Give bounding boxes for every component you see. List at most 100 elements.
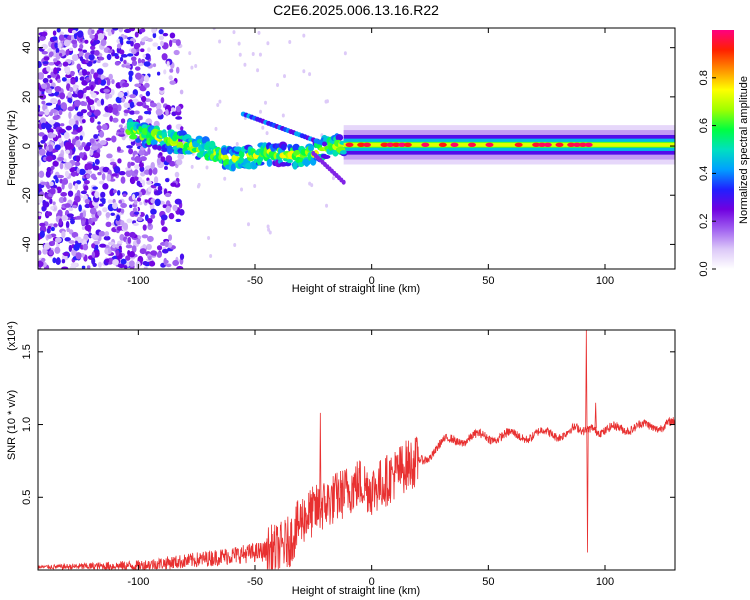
spectrogram-cell: [147, 107, 152, 112]
spectrogram-cell: [47, 74, 52, 79]
spectrogram-cell: [63, 252, 70, 257]
spectrogram-cell: [150, 139, 158, 146]
spectrogram-cell: [150, 198, 156, 204]
spectrogram-peak: [392, 142, 401, 148]
spectrogram-cell: [267, 227, 271, 232]
spectrogram-cell: [136, 238, 141, 245]
spectrogram-cell: [85, 77, 90, 82]
spectrogram-cell: [56, 78, 61, 83]
spectrogram-y-ticks: -40 -20 0 20 40: [21, 42, 675, 252]
spectrogram-cell: [66, 227, 70, 233]
snr-x-tick-label: 100: [596, 576, 614, 588]
spectrogram-cell: [131, 60, 138, 67]
spectrogram-y-tick-label: 0: [21, 143, 33, 149]
spectrogram-cell: [126, 53, 134, 57]
spectrogram-cell: [75, 215, 83, 220]
spectrogram-cell: [63, 196, 67, 203]
spectrogram-cell: [91, 29, 95, 35]
spectrogram-cell: [111, 173, 118, 177]
spectrogram-cell: [38, 170, 45, 178]
spectrogram-cell: [82, 243, 89, 251]
spectrogram-cell: [126, 261, 130, 267]
spectrogram-cell: [98, 203, 104, 207]
spectrogram-cell: [42, 201, 50, 208]
spectrogram-cell: [87, 28, 94, 36]
spectrogram-cell: [81, 68, 88, 76]
spectrogram-cell: [100, 39, 107, 47]
spectrogram-cell: [58, 196, 65, 204]
spectrogram-cell: [124, 231, 131, 237]
spectrogram-cell: [49, 79, 53, 84]
spectrogram-cell: [140, 171, 146, 177]
spectrogram-cell: [119, 56, 124, 62]
spectrogram-cell: [256, 68, 260, 73]
spectrogram-cell: [104, 231, 110, 237]
spectrogram-cell: [52, 257, 57, 264]
spectrogram-cell: [139, 248, 147, 255]
spectrogram-cell: [86, 111, 92, 116]
colorbar-ticks: 0.0 0.2 0.4 0.6 0.8: [698, 70, 716, 277]
colorbar-tick-label: 0.0: [698, 261, 710, 276]
spectrogram-cell: [106, 78, 111, 86]
spectrogram-cell: [79, 43, 84, 50]
spectrogram-cell: [120, 118, 126, 124]
spectrogram-cell: [146, 38, 153, 42]
spectrogram-cell: [74, 75, 79, 83]
spectrogram-cell: [205, 165, 209, 170]
spectrogram-cell: [41, 31, 48, 37]
spectrogram-cell: [93, 109, 101, 117]
spectrogram-cell: [331, 176, 335, 181]
spectrogram-cell: [49, 51, 54, 57]
snr-scale-label: (x10⁴): [6, 321, 18, 351]
spectrogram-cell: [134, 83, 142, 88]
spectrogram-cell: [73, 99, 81, 107]
spectrogram-cell: [90, 105, 95, 111]
spectrogram-cell: [134, 191, 140, 197]
spectrogram-cell: [47, 62, 55, 66]
spectrogram-cell: [80, 190, 87, 195]
spectrogram-cell: [107, 49, 113, 54]
spectrogram-cell: [89, 90, 94, 95]
spectrogram-cell: [67, 91, 73, 98]
spectrogram-cell: [50, 206, 54, 210]
spectrogram-cell: [108, 73, 113, 81]
spectrogram-cell: [98, 180, 105, 185]
spectrogram-cell: [157, 190, 163, 195]
snr-y-tick-label: 1.5: [21, 344, 33, 359]
spectrogram-peak: [573, 142, 581, 148]
spectrogram-cell: [38, 260, 44, 268]
spectrogram-cell: [169, 80, 176, 85]
spectrogram-cell: [40, 117, 47, 125]
spectrogram-cell: [134, 66, 141, 71]
spectrogram-cell: [116, 43, 122, 49]
spectrogram-cell: [91, 251, 96, 258]
spectrogram-cell: [134, 164, 140, 170]
spectrogram-cell: [78, 204, 82, 212]
spectrogram-cell: [45, 102, 53, 106]
spectrogram-cell: [46, 66, 51, 72]
spectrogram-cell: [96, 59, 101, 64]
spectrogram-cell: [160, 156, 166, 163]
spectrogram-cell: [129, 134, 138, 140]
spectrogram-cell: [127, 236, 132, 244]
spectrogram-cell: [103, 88, 110, 93]
spectrogram-peak: [584, 142, 593, 148]
spectrogram-cell: [38, 104, 41, 110]
spectrogram-ylabel: Frequency (Hz): [6, 110, 18, 186]
spectrogram-cell: [170, 182, 177, 187]
spectrogram-cell: [133, 199, 138, 205]
spectrogram-cell: [109, 115, 114, 122]
colorbar-tick-label: 0.8: [698, 70, 710, 85]
spectrogram-cell: [41, 206, 47, 212]
spectrogram-cell: [88, 54, 95, 61]
spectrogram-cell: [61, 258, 66, 264]
spectrogram-cell: [261, 125, 265, 130]
spectrogram-cell: [120, 258, 127, 265]
spectrogram-cell: [141, 179, 146, 187]
spectrogram-cell: [128, 148, 134, 155]
spectrogram-cell: [43, 56, 50, 61]
spectrogram-cell: [276, 82, 280, 87]
spectrogram-cell: [164, 192, 172, 198]
colorbar-tick-label: 0.2: [698, 214, 710, 229]
spectrogram-cell: [53, 67, 58, 75]
